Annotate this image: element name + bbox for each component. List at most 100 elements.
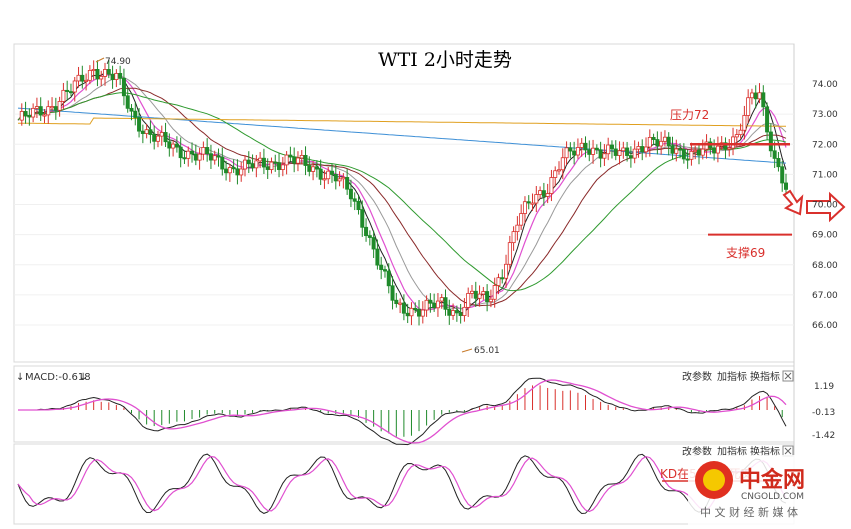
- macd-dea-line: [18, 379, 787, 444]
- candle-body: [504, 263, 509, 279]
- candle-body: [239, 168, 244, 176]
- candle-body: [182, 157, 187, 160]
- candle-body: [530, 202, 535, 205]
- candle-body: [375, 248, 380, 266]
- candle-body: [68, 91, 73, 94]
- switch-indicator-button[interactable]: 换指标: [750, 370, 780, 383]
- candle-body: [292, 156, 297, 164]
- candle-body: [235, 168, 240, 176]
- candle-body: [57, 101, 62, 111]
- candle-body: [118, 73, 123, 79]
- candle-body: [413, 307, 418, 310]
- switch-indicator-button-kdj[interactable]: 换指标: [750, 445, 780, 458]
- close-icon-glyph: [784, 372, 792, 380]
- candle-body: [742, 115, 747, 131]
- change-params-button[interactable]: 改参数: [682, 370, 712, 383]
- candle-body: [133, 110, 138, 118]
- candle-body: [201, 147, 206, 155]
- candle-body: [205, 147, 210, 155]
- candle-body: [424, 299, 429, 311]
- candle-body: [250, 163, 255, 169]
- candle-body: [84, 79, 89, 82]
- candle-body: [625, 147, 630, 156]
- candle-body: [212, 155, 217, 161]
- candle-body: [575, 147, 580, 156]
- macd-chart: [18, 377, 787, 446]
- candle-body: [591, 147, 596, 155]
- candle-body: [621, 147, 626, 152]
- candle-body: [443, 297, 448, 310]
- candle-body: [435, 300, 440, 309]
- candle-body: [72, 80, 77, 93]
- candle-body: [579, 142, 584, 148]
- candle-body: [519, 213, 524, 226]
- candle-body: [38, 106, 43, 116]
- candle-body: [277, 162, 282, 170]
- candle-body: [651, 137, 656, 140]
- kdj-d-line: [17, 455, 787, 513]
- candle-body: [761, 92, 766, 108]
- candle-body: [208, 153, 213, 161]
- candle-body: [50, 106, 55, 109]
- candle-body: [364, 226, 369, 237]
- macd-tick: -0.13: [812, 408, 835, 418]
- candle-body: [405, 312, 410, 317]
- candle-body: [227, 167, 232, 174]
- candle-body: [273, 161, 278, 164]
- candle-body: [693, 150, 698, 153]
- candle-body: [678, 148, 683, 151]
- candle-body: [99, 75, 104, 80]
- ma-line: [17, 87, 787, 307]
- candle-body: [481, 291, 486, 295]
- candle-body: [87, 70, 92, 81]
- support-label: 支撑69: [726, 245, 765, 260]
- candle-body: [674, 148, 679, 154]
- candle-body: [473, 290, 478, 299]
- candle-body: [360, 209, 365, 228]
- candle-body: [466, 293, 471, 308]
- candle-body: [178, 146, 183, 159]
- change-params-button-kdj[interactable]: 改参数: [682, 445, 712, 458]
- candle-body: [352, 198, 357, 202]
- candle-body: [666, 136, 671, 147]
- candle-body: [401, 302, 406, 314]
- candle-body: [515, 224, 520, 233]
- candle-body: [390, 285, 395, 301]
- candle-body: [432, 302, 437, 309]
- add-indicator-button-kdj[interactable]: 加指标: [717, 445, 747, 458]
- high-pointer: [95, 57, 105, 63]
- candle-body: [594, 147, 599, 151]
- candle-body: [670, 145, 675, 154]
- candle-body: [753, 92, 758, 100]
- candle-body: [246, 159, 251, 165]
- candle-body: [776, 158, 781, 168]
- macd-down-icon-2: ↓: [79, 372, 87, 383]
- candle-body: [299, 154, 304, 159]
- candle-body: [318, 168, 323, 180]
- candle-body: [137, 117, 142, 132]
- candle-body: [500, 277, 505, 280]
- candle-body: [738, 129, 743, 136]
- candle-body: [587, 149, 592, 155]
- candle-body: [76, 74, 81, 82]
- candle-body: [34, 106, 39, 109]
- candle-body: [647, 137, 652, 148]
- candle-body: [681, 149, 686, 160]
- y-axis-labels: 74.00 73.00 72.00 71.00 70.00 69.00 68.00 67.00…: [812, 80, 838, 331]
- candle-body: [295, 157, 300, 164]
- candle-body: [163, 132, 168, 143]
- candle-body: [23, 111, 28, 116]
- y-tick-label: 74.00: [812, 80, 838, 90]
- add-indicator-button[interactable]: 加指标: [717, 370, 747, 383]
- candle-body: [662, 136, 667, 142]
- candle-body: [572, 150, 577, 156]
- candle-body: [628, 155, 633, 159]
- candle-body: [224, 168, 229, 174]
- kdj-chart: [17, 453, 787, 515]
- candle-body: [91, 69, 96, 72]
- candle-body: [496, 277, 501, 286]
- chart-title: WTI 2小时走势: [378, 49, 512, 71]
- y-tick-label: 69.00: [812, 231, 838, 241]
- ma-line: [17, 107, 787, 164]
- candle-body: [417, 308, 422, 317]
